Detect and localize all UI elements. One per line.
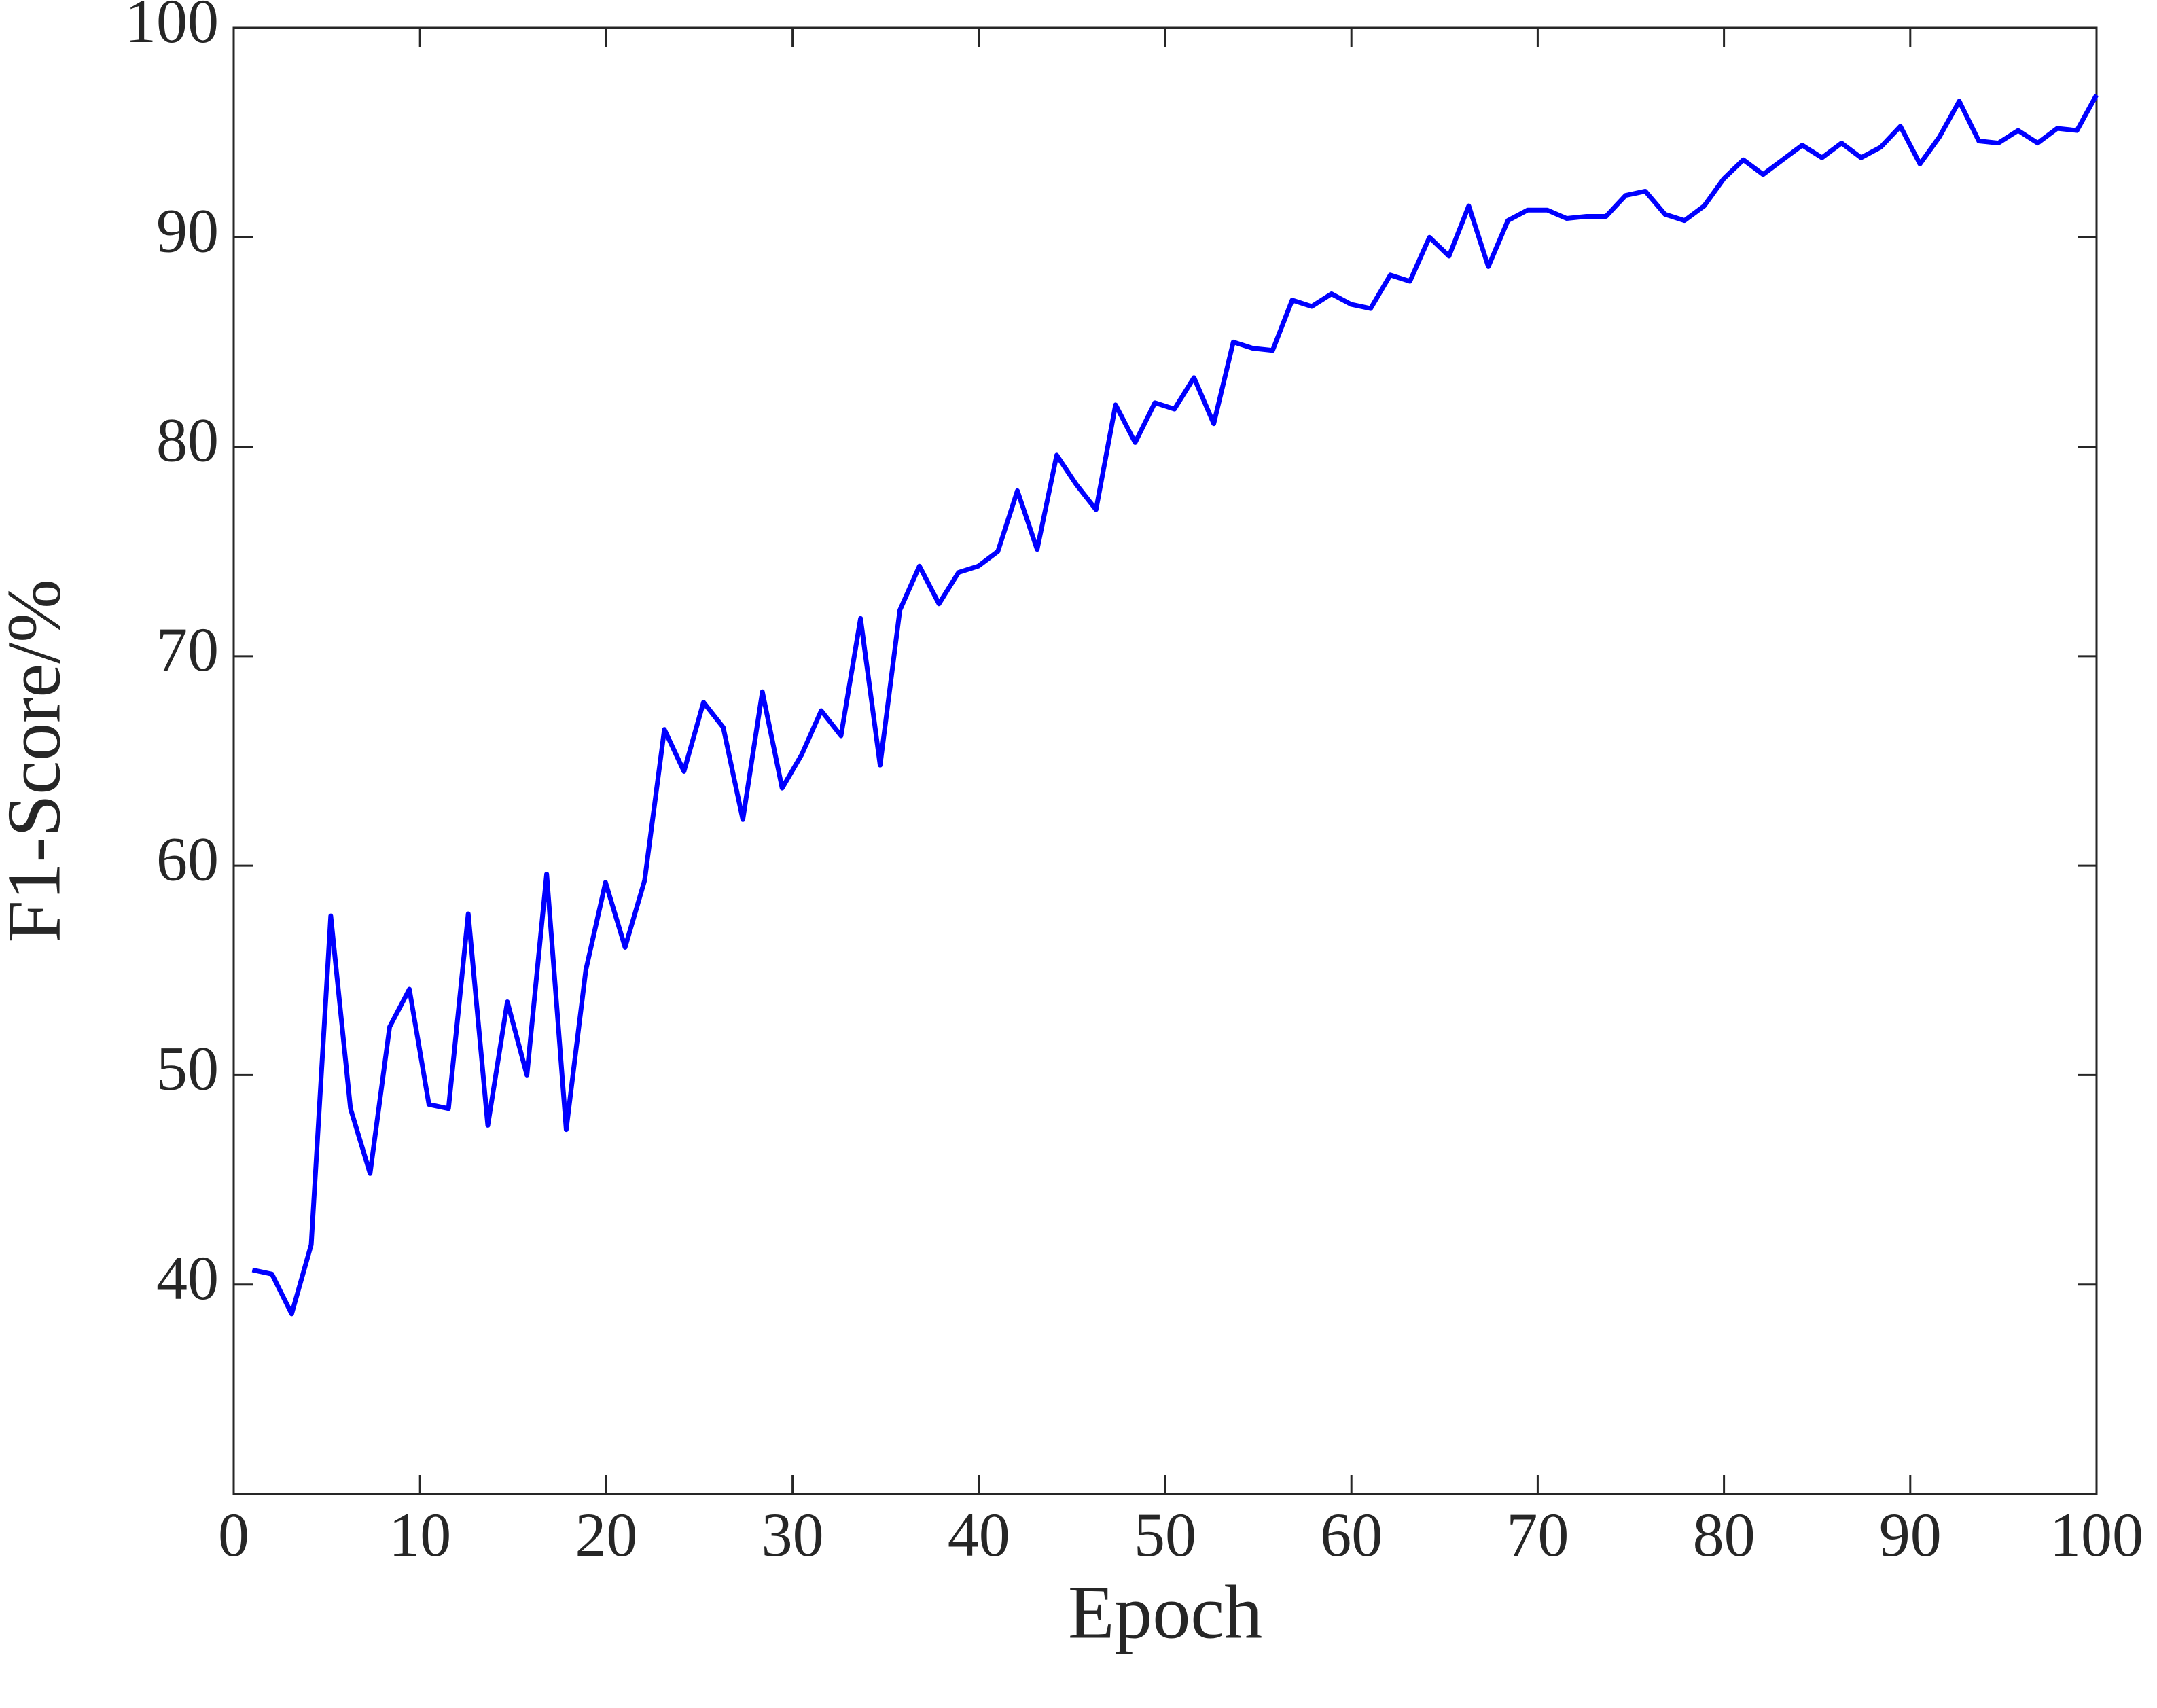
y-tick-label: 60 xyxy=(156,824,219,893)
x-tick-label: 70 xyxy=(1506,1500,1569,1569)
x-tick-label: 80 xyxy=(1693,1500,1755,1569)
y-axis-label: F1-Score/% xyxy=(0,579,77,942)
y-tick-label: 50 xyxy=(156,1034,219,1103)
x-tick-label: 90 xyxy=(1879,1500,1942,1569)
y-tick-label: 100 xyxy=(125,0,219,56)
x-tick-label: 50 xyxy=(1134,1500,1196,1569)
y-tick-label: 90 xyxy=(156,196,219,265)
x-tick-label: 60 xyxy=(1320,1500,1383,1569)
data-line xyxy=(251,93,2099,1317)
x-axis-label: Epoch xyxy=(1068,1571,1262,1655)
x-tick-label: 100 xyxy=(2050,1500,2143,1569)
x-tick-label: 30 xyxy=(762,1500,824,1569)
y-tick-label: 70 xyxy=(156,615,219,684)
x-tick-label: 10 xyxy=(389,1500,451,1569)
x-tick-label: 40 xyxy=(948,1500,1010,1569)
x-tick-label: 20 xyxy=(575,1500,637,1569)
y-tick-label: 80 xyxy=(156,406,219,475)
x-tick-label: 0 xyxy=(218,1500,249,1569)
y-tick-label: 40 xyxy=(156,1243,219,1313)
plot-frame xyxy=(232,26,2098,1495)
